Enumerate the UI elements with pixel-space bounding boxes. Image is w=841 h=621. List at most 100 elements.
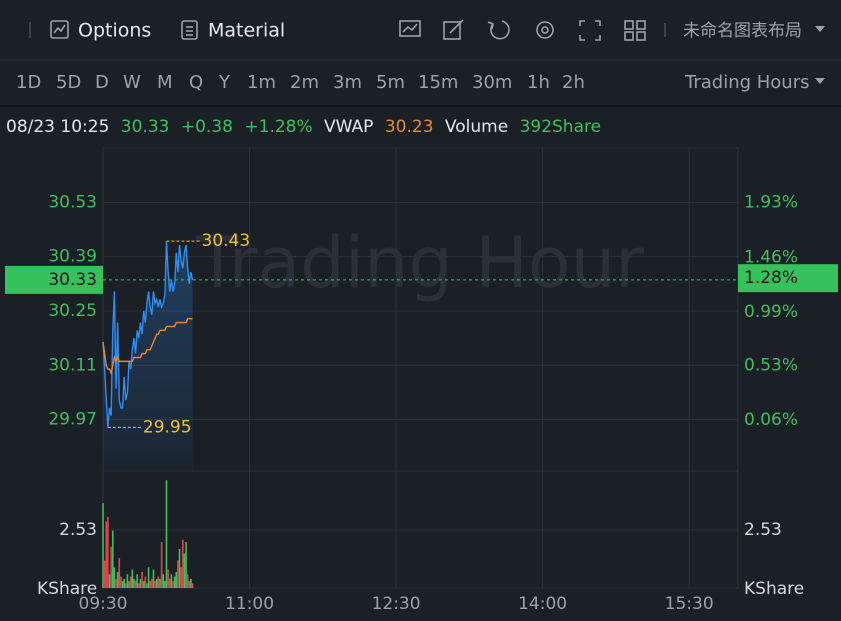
- trading-hours-menu[interactable]: Trading Hours: [684, 72, 825, 93]
- icon-shape: [541, 26, 549, 34]
- volume-bar: [136, 574, 138, 588]
- info-change: +0.38: [181, 117, 233, 137]
- last-pct-badge: [738, 264, 838, 293]
- icon-shape: [490, 20, 510, 40]
- icon-shape: [636, 20, 646, 30]
- icon-shape: [443, 21, 461, 40]
- icon-shape: [579, 20, 585, 26]
- icon-shape: [487, 21, 494, 30]
- interval[interactable]: W: [123, 72, 141, 93]
- volume-bar: [155, 578, 158, 588]
- low-label: 29.95: [143, 417, 192, 437]
- interval[interactable]: D: [95, 72, 109, 93]
- interval[interactable]: 30m: [472, 72, 512, 93]
- interval[interactable]: 3m: [333, 72, 362, 93]
- volume-bar: [141, 571, 143, 588]
- volume-bar: [134, 581, 137, 588]
- volume-bar: [188, 581, 191, 588]
- last-price-badge: [5, 265, 103, 294]
- interval[interactable]: 5D: [56, 72, 81, 93]
- series-line: [102, 317, 193, 376]
- volume-bar: [131, 569, 134, 588]
- x-tick-label: 09:30: [79, 594, 128, 614]
- y-tick-label: 30.11: [48, 355, 97, 375]
- interval[interactable]: 15m: [418, 72, 458, 93]
- x-tick-label: 15:30: [665, 594, 714, 614]
- icon-shape: [624, 31, 634, 41]
- info-vwap: 30.23: [385, 117, 434, 137]
- y2-tick-label: 0.06%: [744, 410, 798, 430]
- material-icon: [181, 20, 198, 40]
- volume-bar: [121, 581, 124, 588]
- volume-bar: [133, 578, 135, 588]
- options-button[interactable]: Options: [50, 20, 151, 42]
- volume-bar: [160, 542, 163, 588]
- icon-shape: [636, 31, 646, 41]
- fullscreen-icon[interactable]: [579, 20, 601, 41]
- layout-icon[interactable]: [624, 20, 646, 41]
- volume-bar: [139, 578, 142, 588]
- volume-bar: [108, 574, 111, 588]
- volume-bar: [116, 571, 119, 588]
- interval[interactable]: 2h: [562, 72, 585, 93]
- volume-bar: [115, 578, 117, 588]
- dropdown-arrow: [815, 26, 825, 32]
- layout-menu[interactable]: 未命名图表布局: [683, 21, 825, 41]
- material-label: Material: [208, 20, 285, 42]
- y-tick-label: 29.97: [48, 410, 97, 430]
- info-datetime: 08/23 10:25: [6, 117, 109, 137]
- interval[interactable]: M: [157, 72, 173, 93]
- icon-shape: [595, 35, 601, 41]
- volume-bar: [173, 576, 176, 588]
- icon-shape: [595, 20, 601, 26]
- volume-bar: [165, 480, 168, 588]
- volume-bar: [124, 583, 127, 588]
- volume-bar: [120, 576, 122, 588]
- volume-bar: [190, 578, 192, 588]
- interval[interactable]: 1h: [527, 72, 550, 93]
- settings-icon[interactable]: [536, 21, 554, 39]
- options-icon-line: [53, 24, 66, 34]
- volume-bar: [181, 539, 184, 588]
- volume-bar: [138, 583, 140, 588]
- x-tick-label: 11:00: [225, 594, 274, 614]
- material-button[interactable]: Material: [181, 20, 285, 42]
- interval[interactable]: Y: [218, 72, 231, 93]
- volume-bar: [177, 560, 179, 588]
- interval[interactable]: Q: [189, 72, 203, 93]
- info-vwap-label: VWAP: [324, 117, 373, 137]
- volume-bar: [154, 581, 156, 588]
- volume-bar: [149, 581, 152, 588]
- interval-bar: 1D 5D D W M Q Y 1m 2m 3m 5m 15m 30m 1h 2…: [16, 72, 825, 93]
- info-volume: 392Share: [520, 117, 602, 137]
- interval[interactable]: 5m: [376, 72, 405, 93]
- icon-shape: [402, 23, 418, 33]
- volume-bar: [180, 567, 182, 588]
- indicator-icon[interactable]: [399, 20, 421, 37]
- interval[interactable]: 1D: [16, 72, 41, 93]
- volume-bar: [144, 576, 147, 588]
- info-change-pct: +1.28%: [244, 117, 312, 137]
- volume-bar: [107, 516, 109, 588]
- interval[interactable]: 1m: [247, 72, 276, 93]
- trading-hours-label: Trading Hours: [684, 72, 810, 93]
- volume-bar: [186, 574, 189, 588]
- volume-bar: [111, 530, 114, 588]
- volume-unit: KShare: [37, 579, 97, 599]
- volume-bar: [183, 553, 186, 588]
- draw-icon[interactable]: [443, 19, 464, 40]
- volume-bar: [175, 571, 178, 588]
- volume-bar: [151, 578, 153, 588]
- plot: Trading Hour 09:30 11:00 12:30 14:00 15:30 29.…: [5, 147, 838, 614]
- y2-tick-label: 0.53%: [744, 355, 798, 375]
- y2-tick-label: 1.46%: [744, 247, 798, 267]
- y-tick-label: 30.25: [48, 301, 97, 321]
- y-tick-label: 30.39: [48, 247, 97, 267]
- volume-bar: [118, 558, 121, 588]
- volume-bar: [129, 576, 132, 588]
- options-icon: [50, 20, 69, 39]
- reset-icon[interactable]: [487, 20, 510, 40]
- options-label: Options: [78, 20, 151, 42]
- interval[interactable]: 2m: [290, 72, 319, 93]
